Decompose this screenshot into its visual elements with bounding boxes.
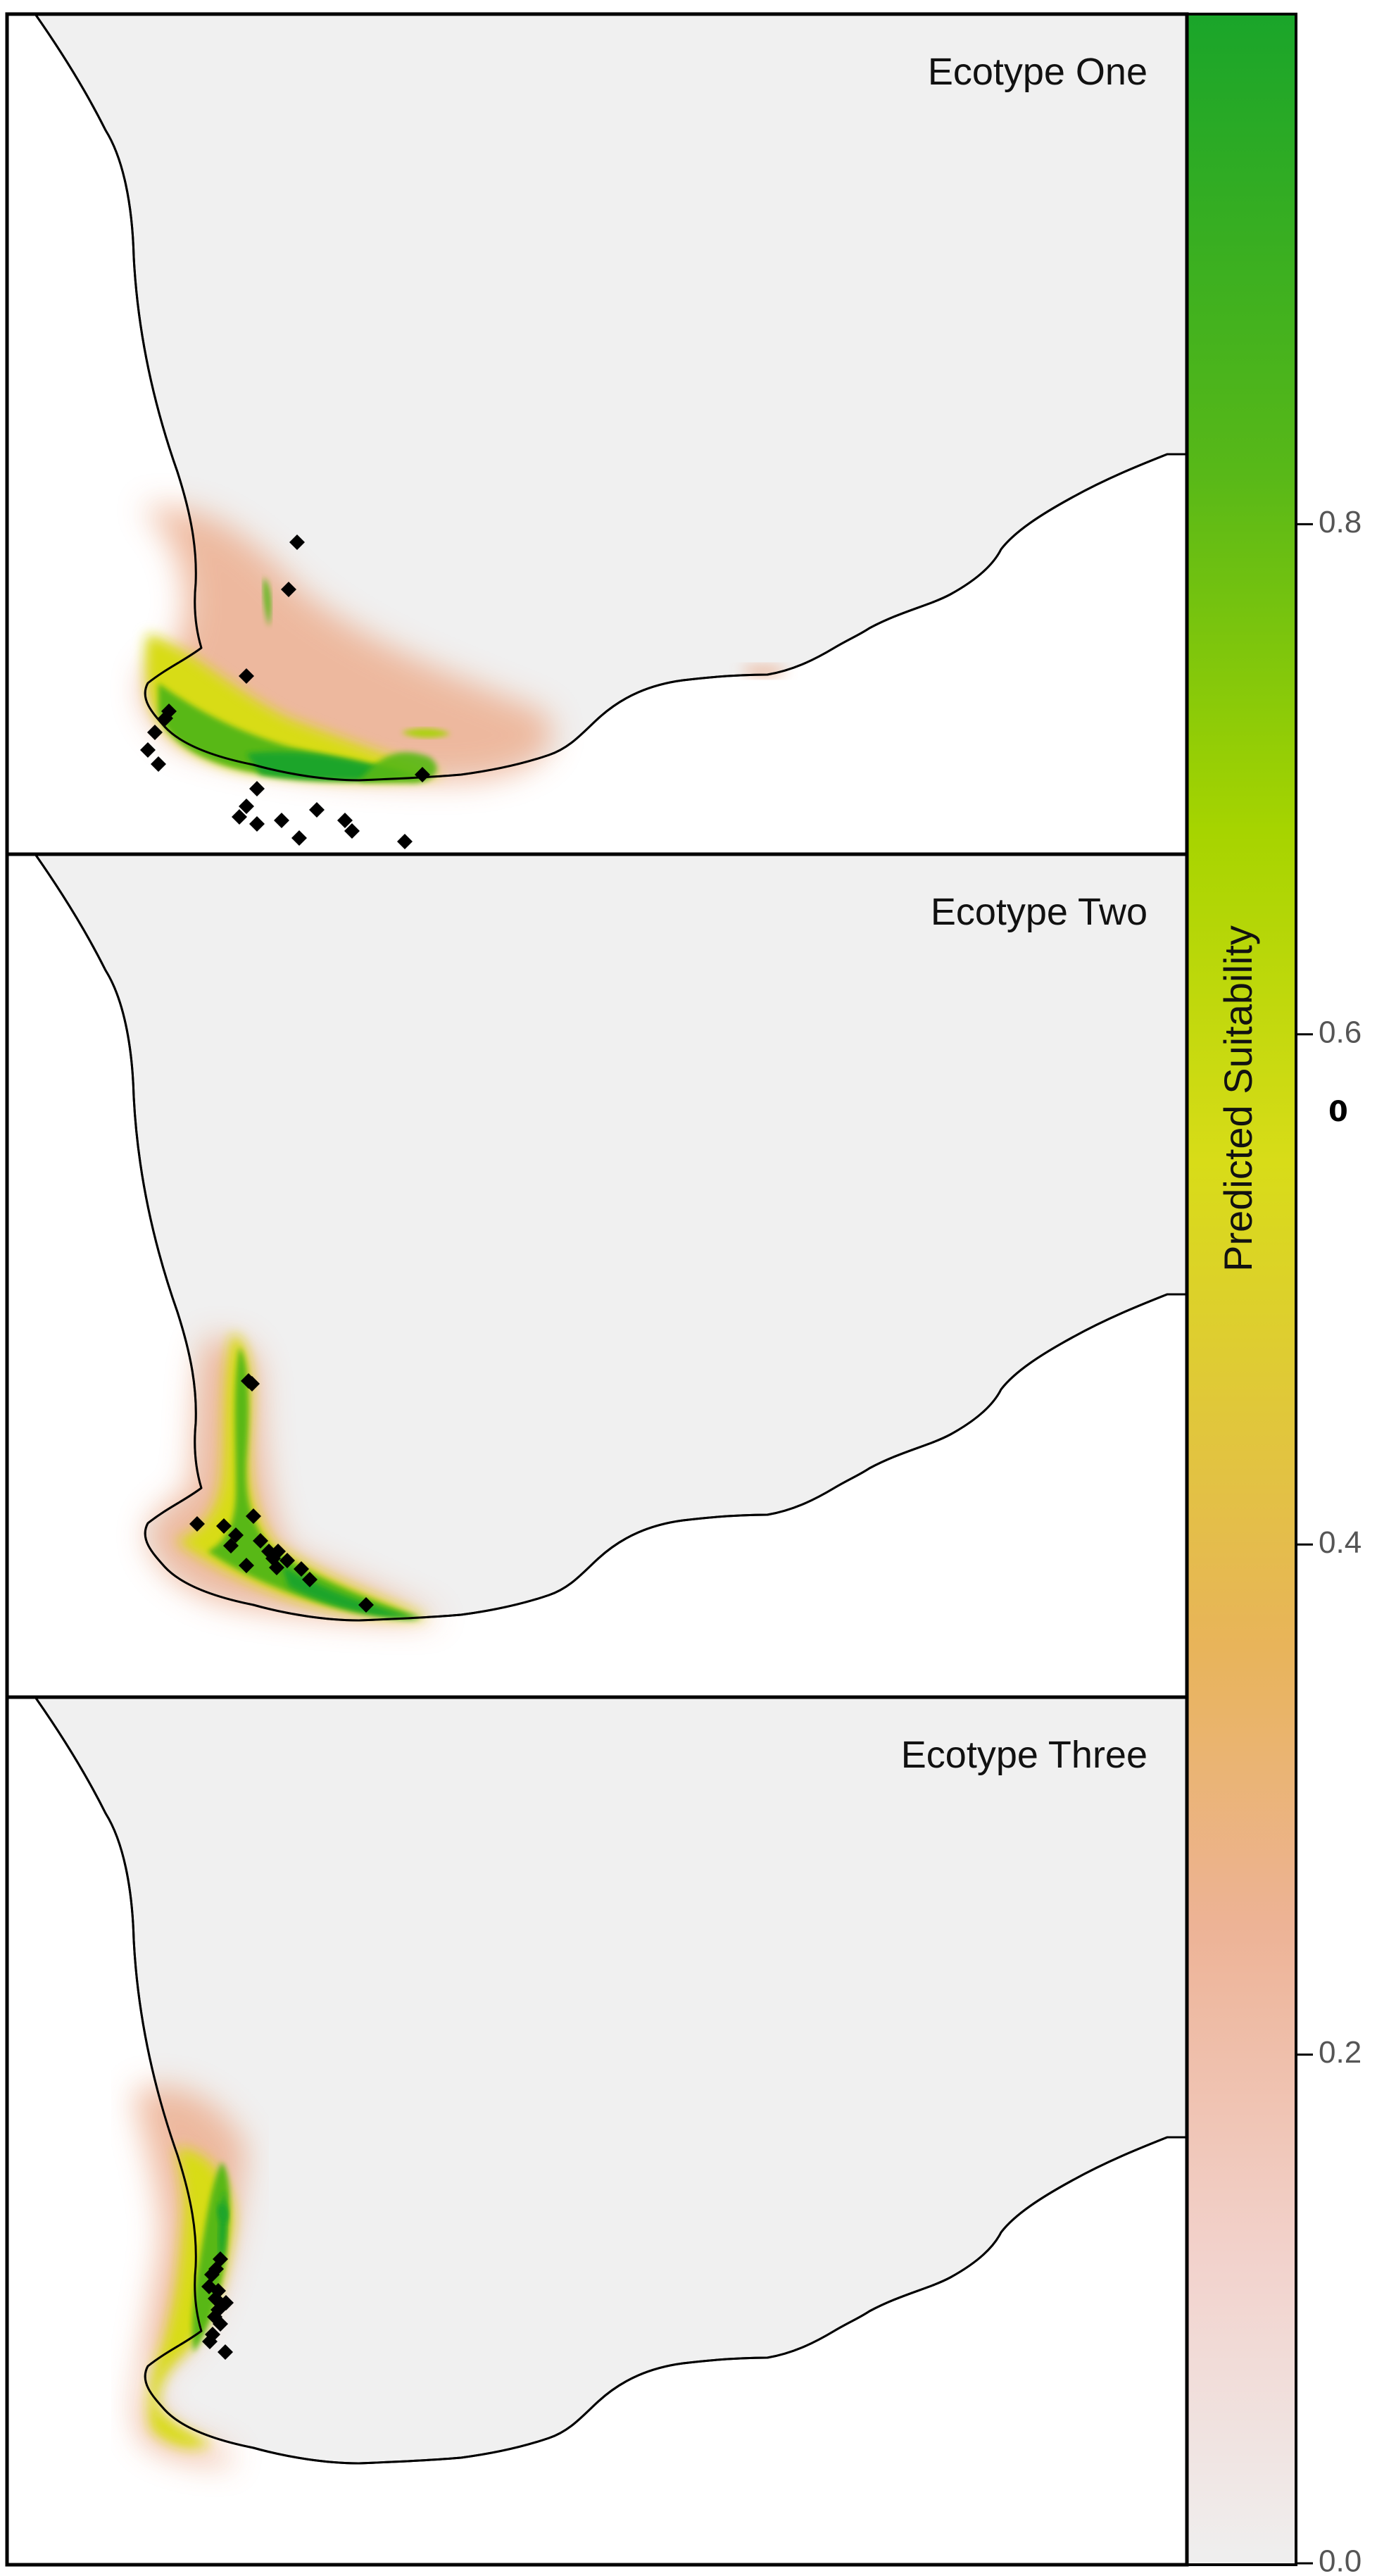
suitability-surface (134, 2086, 246, 2464)
occurrence-diamond-icon (302, 1572, 317, 1587)
colorbar-tick-label-0: 0.0 (1319, 2544, 1362, 2576)
occurrence-diamond-icon (397, 834, 413, 849)
colorbar-ticks: 0.0 0.2 0.4 0.6 0.8 (1296, 505, 1362, 2576)
occurrence-diamond-icon (140, 742, 156, 758)
coastline (34, 854, 1187, 1622)
suitability-surface (148, 1333, 444, 1621)
colorbar-tick-label-4: 0.8 (1319, 505, 1362, 539)
map-panel-3: Ecotype Three (7, 1697, 1187, 2565)
occurrence-diamond-icon (279, 1553, 295, 1568)
occurrence-diamond-icon (204, 2267, 220, 2282)
panel-title-2: Ecotype Two (931, 891, 1147, 933)
occurrence-diamond-icon (239, 668, 254, 684)
occurrence-diamond-icon (246, 1508, 261, 1524)
colorbar: 0.0 0.2 0.4 0.6 0.8 Predicted Suitability 0 (1186, 13, 1362, 2576)
occurrence-sites (140, 534, 430, 849)
occurrence-diamond-icon (249, 781, 265, 796)
occurrence-diamond-icon (294, 1561, 309, 1577)
occurrence-diamond-icon (358, 1597, 374, 1613)
occurrence-diamond-icon (253, 1533, 268, 1549)
occurrence-diamond-icon (344, 823, 360, 839)
occurrence-diamond-icon (189, 1516, 205, 1532)
occurrence-diamond-icon (244, 1376, 260, 1392)
map-panel-2: Ecotype Two (7, 854, 1187, 1697)
colorbar-tick-label-3: 0.6 (1319, 1015, 1362, 1049)
occurrence-diamond-icon (249, 816, 265, 832)
occurrence-diamond-icon (147, 725, 163, 740)
coastline (34, 1697, 1187, 2465)
occurrence-diamond-icon (202, 2334, 218, 2349)
occurrence-diamond-icon (274, 813, 289, 828)
occurrence-sites (189, 1373, 374, 1613)
colorbar-title: Predicted Suitability (1216, 925, 1260, 1272)
occurrence-diamond-icon (239, 799, 254, 814)
occurrence-diamond-icon (309, 802, 325, 818)
occurrence-diamond-icon (269, 1560, 284, 1575)
occurrence-diamond-icon (415, 767, 430, 782)
occurrence-diamond-icon (213, 2316, 228, 2332)
panel-title-1: Ecotype One (928, 51, 1147, 93)
map-panel-1: Ecotype One (7, 14, 1187, 854)
occurrence-diamond-icon (270, 1544, 286, 1559)
occurrence-diamond-icon (151, 756, 166, 772)
occurrence-diamond-icon (289, 534, 305, 550)
occurrence-diamond-icon (337, 813, 353, 828)
occurrence-sites (201, 2251, 234, 2360)
panel-title-3: Ecotype Three (901, 1734, 1147, 1776)
colorbar-gradient (1187, 14, 1296, 2565)
colorbar-tick-label-1: 0.2 (1319, 2035, 1362, 2070)
colorbar-tick-label-2: 0.4 (1319, 1525, 1362, 1560)
colorbar-stray-mark: 0 (1328, 1096, 1348, 1128)
maps-frame (5, 12, 1189, 2567)
occurrence-diamond-icon (281, 582, 296, 597)
occurrence-diamond-icon (291, 830, 307, 846)
occurrence-diamond-icon (218, 2344, 233, 2360)
occurrence-diamond-icon (161, 704, 177, 719)
occurrence-diamond-icon (239, 1558, 254, 1573)
occurrence-diamond-icon (223, 1538, 239, 1553)
occurrence-diamond-icon (216, 1518, 232, 1534)
occurrence-diamond-icon (232, 809, 247, 825)
